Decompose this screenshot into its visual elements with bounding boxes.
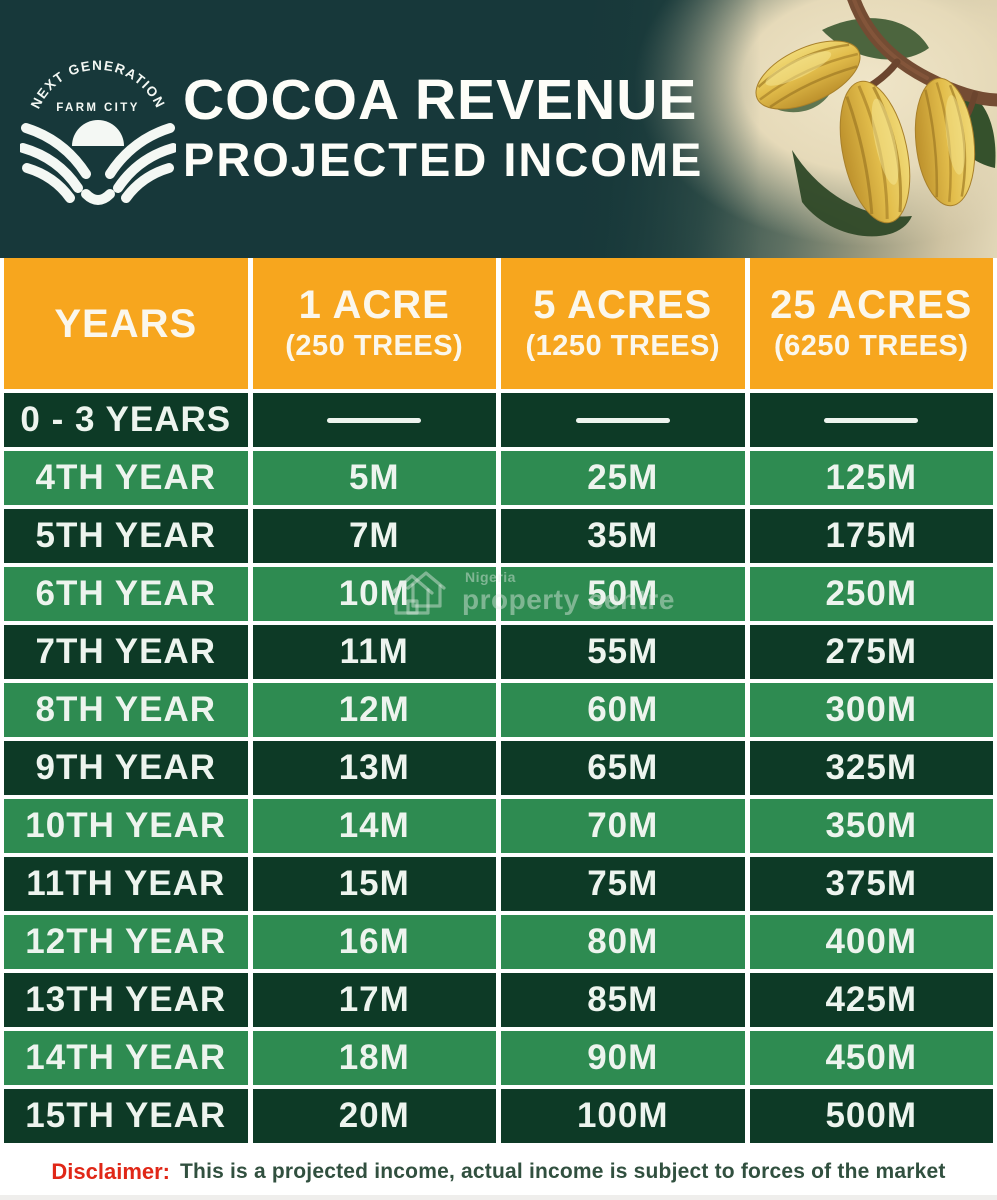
- value-cell: 5M: [252, 451, 496, 505]
- header-label: 25 ACRES: [770, 283, 973, 328]
- value-cell: 50M: [501, 567, 745, 621]
- logo-sun-icon: [72, 120, 124, 146]
- year-cell: 0 - 3 YEARS: [4, 393, 248, 447]
- value-cell: 100M: [501, 1089, 745, 1143]
- value-cell: 85M: [501, 973, 745, 1027]
- value-cell: 13M: [252, 741, 496, 795]
- year-cell: 8TH YEAR: [4, 683, 248, 737]
- value-cell: 15M: [252, 857, 496, 911]
- header-label: 1 ACRE: [298, 283, 450, 328]
- dash-line: [327, 417, 422, 423]
- header-sublabel: (250 TREES): [285, 330, 464, 363]
- value-cell: 20M: [252, 1089, 496, 1143]
- logo-sub-text: FARM CITY: [56, 102, 140, 114]
- value-cell: 10M: [252, 567, 496, 621]
- header-sublabel: (6250 TREES): [773, 330, 969, 363]
- value-cell: 60M: [501, 683, 745, 737]
- revenue-table: YEARS 1 ACRE (250 TREES) 5 ACRES (1250 TREES…: [0, 258, 997, 1143]
- value-cell: 18M: [252, 1031, 496, 1085]
- year-cell: 10TH YEAR: [4, 799, 248, 853]
- value-cell: 350M: [749, 799, 993, 853]
- value-cell: 300M: [749, 683, 993, 737]
- value-cell: 125M: [749, 451, 993, 505]
- bottom-edge: [0, 1195, 997, 1200]
- year-cell: 11TH YEAR: [4, 857, 248, 911]
- value-cell: 65M: [501, 741, 745, 795]
- value-cell: 75M: [501, 857, 745, 911]
- value-cell: 25M: [501, 451, 745, 505]
- year-cell: 13TH YEAR: [4, 973, 248, 1027]
- poster-title-line2: PROJECTED INCOME: [183, 133, 704, 186]
- dash-line: [575, 417, 670, 423]
- header-cell-col3: 25 ACRES (6250 TREES): [749, 258, 993, 389]
- value-cell: 450M: [749, 1031, 993, 1085]
- value-cell: 375M: [749, 857, 993, 911]
- value-cell: 275M: [749, 625, 993, 679]
- value-cell: [501, 393, 745, 447]
- header-label: YEARS: [54, 301, 198, 346]
- value-cell: 250M: [749, 567, 993, 621]
- year-cell: 5TH YEAR: [4, 509, 248, 563]
- value-cell: 80M: [501, 915, 745, 969]
- value-cell: 175M: [749, 509, 993, 563]
- value-cell: 7M: [252, 509, 496, 563]
- value-cell: 400M: [749, 915, 993, 969]
- year-cell: 14TH YEAR: [4, 1031, 248, 1085]
- year-cell: 9TH YEAR: [4, 741, 248, 795]
- value-cell: 35M: [501, 509, 745, 563]
- value-cell: 70M: [501, 799, 745, 853]
- cocoa-pods-illustration: [755, 0, 997, 237]
- value-cell: 425M: [749, 973, 993, 1027]
- disclaimer-text: This is a projected income, actual incom…: [180, 1159, 946, 1183]
- header-cell-col2: 5 ACRES (1250 TREES): [501, 258, 745, 389]
- year-cell: 6TH YEAR: [4, 567, 248, 621]
- value-cell: 325M: [749, 741, 993, 795]
- year-cell: 15TH YEAR: [4, 1089, 248, 1143]
- year-cell: 12TH YEAR: [4, 915, 248, 969]
- dash-line: [824, 417, 919, 423]
- header-banner: NEXT GENERATION FARM CITY COCOA REVENUE …: [0, 0, 997, 258]
- value-cell: 55M: [501, 625, 745, 679]
- poster-title: COCOA REVENUE PROJECTED INCOME: [183, 68, 704, 186]
- year-cell: 7TH YEAR: [4, 625, 248, 679]
- disclaimer-label: Disclaimer:: [51, 1158, 171, 1184]
- value-cell: 16M: [252, 915, 496, 969]
- farm-logo: NEXT GENERATION FARM CITY: [20, 58, 176, 205]
- header-label: 5 ACRES: [533, 283, 713, 328]
- value-cell: 500M: [749, 1089, 993, 1143]
- header-cell-col1: 1 ACRE (250 TREES): [252, 258, 496, 389]
- value-cell: [749, 393, 993, 447]
- header-sublabel: (1250 TREES): [525, 330, 721, 363]
- year-cell: 4TH YEAR: [4, 451, 248, 505]
- value-cell: 17M: [252, 973, 496, 1027]
- value-cell: [252, 393, 496, 447]
- value-cell: 11M: [252, 625, 496, 679]
- header-cell-years: YEARS: [4, 258, 248, 389]
- poster-title-line1: COCOA REVENUE: [183, 68, 698, 132]
- disclaimer-bar: Disclaimer: This is a projected income, …: [0, 1143, 997, 1200]
- value-cell: 90M: [501, 1031, 745, 1085]
- logo-field-icon: [20, 123, 176, 205]
- cocoa-pods-photo: [567, 0, 997, 258]
- value-cell: 12M: [252, 683, 496, 737]
- value-cell: 14M: [252, 799, 496, 853]
